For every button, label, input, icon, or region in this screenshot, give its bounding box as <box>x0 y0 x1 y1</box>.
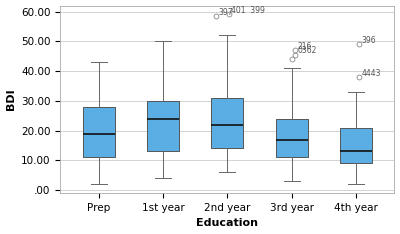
Text: 397: 397 <box>219 7 233 17</box>
PathPatch shape <box>147 101 179 151</box>
Text: 401  399: 401 399 <box>232 6 265 15</box>
Y-axis label: BDI: BDI <box>6 88 16 110</box>
Text: 0362: 0362 <box>298 46 317 55</box>
PathPatch shape <box>276 119 308 157</box>
PathPatch shape <box>340 128 372 163</box>
Text: 4443: 4443 <box>362 69 381 78</box>
Text: 216: 216 <box>298 42 312 51</box>
PathPatch shape <box>211 98 244 149</box>
X-axis label: Education: Education <box>196 219 258 228</box>
PathPatch shape <box>83 107 115 157</box>
Text: 396: 396 <box>362 36 376 45</box>
